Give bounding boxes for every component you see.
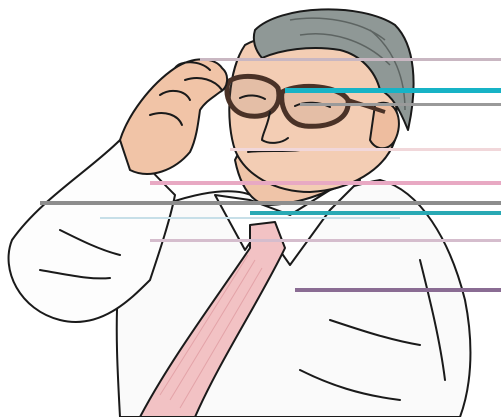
glitch-line [100,217,400,219]
glitch-line [40,201,501,205]
glitch-line [150,181,501,185]
glitch-line [200,58,501,61]
page: (() => { const data = JSON.parse(documen… [0,0,501,417]
illustration [0,0,501,417]
glitch-line [295,288,501,292]
glitch-line [300,103,501,106]
glitch-line [285,88,501,93]
glitch-line [230,148,501,151]
glitch-line [250,211,501,215]
glitch-line [150,239,501,242]
